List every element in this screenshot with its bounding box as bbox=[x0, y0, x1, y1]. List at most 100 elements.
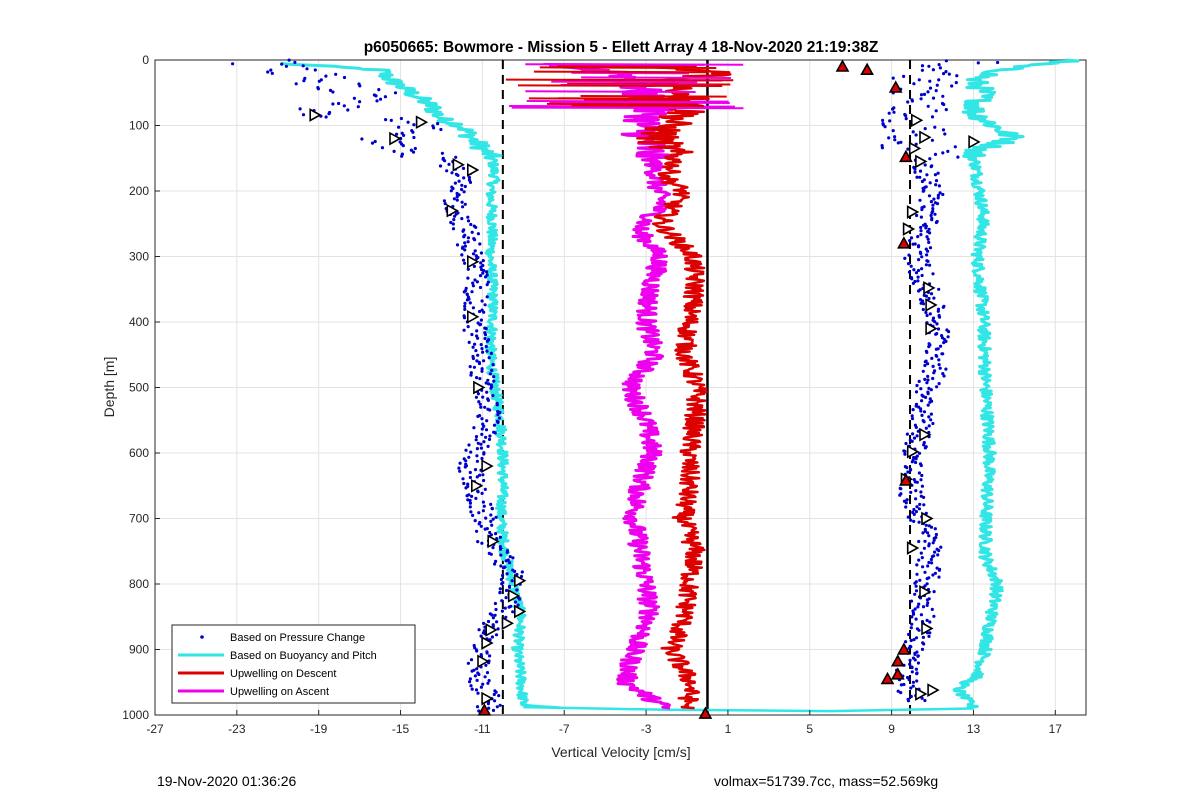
pressure-change-ascent-point bbox=[932, 296, 936, 300]
pressure-change-ascent-point bbox=[916, 654, 920, 658]
pressure-change-ascent-point bbox=[906, 699, 911, 703]
pressure-change-descent-point bbox=[483, 487, 487, 491]
pressure-change-descent-point bbox=[498, 535, 502, 539]
ascent-triangle-marker bbox=[915, 154, 928, 169]
pressure-change-descent-point bbox=[476, 414, 480, 418]
pressure-change-ascent-point bbox=[926, 531, 930, 535]
pressure-change-descent-point bbox=[460, 246, 465, 250]
pressure-change-ascent-point bbox=[903, 449, 907, 454]
upwelling-surface-spike bbox=[549, 101, 730, 104]
pressure-change-ascent-point bbox=[910, 414, 914, 418]
pressure-change-descent-point bbox=[483, 675, 487, 679]
pressure-change-ascent-point bbox=[926, 249, 930, 253]
pressure-change-ascent-point bbox=[914, 584, 918, 588]
pressure-change-descent-point bbox=[460, 253, 464, 257]
pressure-change-ascent-point bbox=[887, 111, 891, 115]
pressure-change-descent-point bbox=[384, 118, 388, 122]
pressure-change-ascent-point bbox=[912, 436, 917, 440]
pressure-change-ascent-point bbox=[926, 362, 930, 366]
pressure-change-ascent-point bbox=[915, 434, 919, 438]
pressure-change-ascent-point bbox=[934, 532, 939, 537]
pressure-change-ascent-point bbox=[933, 152, 938, 156]
pressure-change-descent-point bbox=[480, 369, 484, 373]
y-tick-label: 1000 bbox=[122, 708, 149, 722]
pressure-change-descent-point bbox=[499, 553, 503, 557]
pressure-change-descent-point bbox=[462, 190, 466, 194]
pressure-change-descent-point bbox=[439, 127, 443, 132]
pressure-change-ascent-point bbox=[930, 607, 934, 612]
pressure-change-ascent-point bbox=[920, 556, 924, 560]
pressure-change-ascent-point bbox=[923, 363, 927, 368]
pressure-change-ascent-point bbox=[919, 463, 923, 468]
pressure-change-descent-point bbox=[443, 159, 447, 163]
x-tick-label: -11 bbox=[474, 722, 491, 736]
pressure-change-ascent-point bbox=[913, 170, 917, 174]
x-tick-label: -15 bbox=[392, 722, 410, 736]
pressure-change-descent-point bbox=[505, 572, 509, 576]
pressure-change-descent-point bbox=[467, 455, 471, 459]
ascent-triangle-marker bbox=[921, 511, 934, 526]
pressure-change-ascent-point bbox=[954, 81, 958, 85]
pressure-change-ascent-point bbox=[924, 226, 928, 230]
footer-params: volmax=51739.7cc, mass=52.569kg bbox=[714, 773, 939, 789]
pressure-change-descent-point bbox=[480, 417, 484, 421]
y-tick-label: 300 bbox=[129, 250, 149, 264]
pressure-change-descent-point bbox=[475, 459, 479, 463]
pressure-change-descent-point bbox=[477, 400, 481, 404]
legend-swatch-points bbox=[200, 635, 204, 639]
pressure-change-descent-point bbox=[450, 171, 454, 175]
pressure-change-descent-point bbox=[482, 269, 486, 273]
pressure-change-ascent-point bbox=[932, 371, 936, 375]
pressure-change-ascent-point bbox=[956, 155, 960, 159]
ascent-triangle-marker bbox=[919, 585, 932, 599]
pressure-change-descent-point bbox=[479, 265, 483, 269]
pressure-change-descent-point bbox=[489, 513, 493, 517]
upwelling-surface-spike bbox=[511, 106, 744, 110]
pressure-change-descent-point bbox=[379, 97, 383, 101]
pressure-change-descent-point bbox=[328, 88, 333, 92]
pressure-change-descent-point bbox=[484, 516, 488, 520]
pressure-change-ascent-point bbox=[911, 432, 915, 436]
legend-entry: Based on Pressure Change bbox=[230, 632, 365, 644]
pressure-change-descent-point bbox=[352, 96, 356, 100]
pressure-change-descent-point bbox=[466, 325, 470, 329]
pressure-change-descent-point bbox=[510, 579, 514, 583]
pressure-change-descent-point bbox=[324, 115, 328, 119]
pressure-change-descent-point bbox=[402, 133, 406, 137]
pressure-change-descent-point bbox=[495, 620, 499, 624]
pressure-change-ascent-point bbox=[891, 76, 895, 80]
pressure-change-ascent-point bbox=[996, 60, 1000, 65]
pressure-change-ascent-point bbox=[931, 376, 935, 381]
pressure-change-descent-point bbox=[486, 681, 490, 685]
pressure-change-ascent-point bbox=[907, 678, 911, 682]
pressure-change-descent-point bbox=[466, 267, 470, 271]
pressure-change-descent-point bbox=[489, 351, 493, 355]
pressure-change-descent-point bbox=[466, 240, 470, 244]
pressure-change-ascent-point bbox=[976, 61, 980, 65]
pressure-change-descent-point bbox=[472, 264, 476, 268]
pressure-change-descent-point bbox=[358, 100, 362, 104]
ascent-triangle-marker bbox=[910, 113, 924, 128]
x-tick-label: -27 bbox=[146, 722, 164, 736]
pressure-change-descent-point bbox=[331, 90, 335, 94]
pressure-change-ascent-point bbox=[899, 691, 903, 695]
pressure-change-descent-point bbox=[472, 365, 476, 369]
pressure-change-ascent-point bbox=[909, 626, 913, 630]
pressure-change-descent-point bbox=[504, 596, 508, 600]
pressure-change-ascent-point bbox=[934, 179, 939, 183]
pressure-change-ascent-point bbox=[919, 613, 924, 617]
pressure-change-ascent-point bbox=[942, 102, 946, 107]
reference-lines bbox=[501, 60, 912, 715]
pressure-change-ascent-point bbox=[935, 354, 939, 358]
pressure-change-descent-point bbox=[504, 588, 509, 593]
pressure-change-descent-point bbox=[482, 424, 486, 428]
pressure-change-ascent-point bbox=[943, 132, 947, 136]
pressure-change-ascent-point bbox=[927, 64, 931, 68]
pressure-change-ascent-point bbox=[928, 263, 932, 267]
pressure-change-ascent-point bbox=[925, 253, 929, 257]
pressure-change-descent-point bbox=[484, 663, 488, 667]
pressure-change-ascent-point bbox=[902, 74, 906, 78]
pressure-change-descent-point bbox=[462, 316, 467, 320]
pressure-change-ascent-point bbox=[926, 374, 930, 378]
pressure-change-descent-point bbox=[490, 368, 494, 372]
